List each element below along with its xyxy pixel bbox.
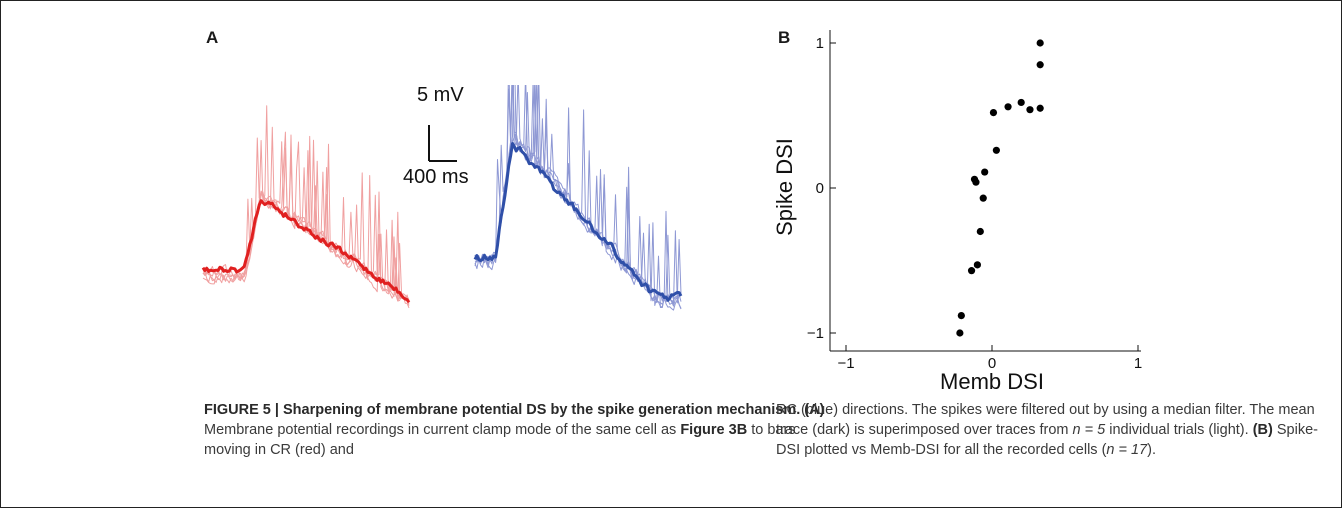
scatter-point xyxy=(976,227,984,236)
caption-text: Spike-DSI plotted vs Memb-DSI for all th… xyxy=(776,422,1318,458)
scatter-point xyxy=(972,178,980,186)
y-tick-label: 0 xyxy=(816,180,824,197)
rc-traces-group xyxy=(473,85,683,311)
cr-mean-trace xyxy=(201,199,411,304)
caption-left-column: FIGURE 5 | Sharpening of membrane potent… xyxy=(204,400,844,460)
scatter-point xyxy=(1036,39,1044,47)
caption-text: RC (blue) directions. The spikes were fi… xyxy=(776,402,1315,438)
caption-figure-ref: Figure 3B xyxy=(680,422,748,438)
caption-text: Membrane potential recordings in current… xyxy=(204,422,681,438)
caption-n-value: n = 5 xyxy=(1072,422,1106,438)
scatter-point xyxy=(1026,106,1034,114)
y-tick-label: −1 xyxy=(807,325,824,342)
scatter-point xyxy=(979,194,987,202)
x-tick-label: −1 xyxy=(837,355,854,372)
scatter-point xyxy=(956,329,964,337)
scatter-point xyxy=(967,267,976,275)
caption-text: individual trials (light). xyxy=(1105,422,1253,438)
cr-trial-trace xyxy=(202,131,410,309)
panel-b-label: B xyxy=(778,28,791,47)
x-tick-label: 0 xyxy=(988,355,996,372)
scale-bar-voltage-label: 5 mV xyxy=(417,85,464,106)
x-axis-title: Memb DSI xyxy=(940,369,1044,394)
scatter-point xyxy=(989,109,998,117)
caption-text: to bars moving in CR (red) and xyxy=(204,422,796,458)
scatter-point xyxy=(957,312,965,320)
scatter-point xyxy=(1036,104,1044,112)
dsi-scatter-plot: −1 −1 0 0 1 1 Memb DSI Spike DSI xyxy=(772,30,1142,394)
scatter-point xyxy=(1004,103,1012,111)
panel-a-label: A xyxy=(206,28,219,47)
axis-ticks: −1 −1 0 0 1 1 xyxy=(807,35,1142,372)
cr-traces-group xyxy=(201,105,411,309)
x-tick-label: 1 xyxy=(1134,355,1142,372)
caption-right-column: RC (blue) directions. The spikes were fi… xyxy=(776,400,1331,460)
membrane-traces-plot: 5 mV 400 ms xyxy=(201,85,683,311)
y-axis-title: Spike DSI xyxy=(772,138,797,236)
caption-panel-b-tag: (B) xyxy=(1252,422,1273,438)
scatter-point xyxy=(1036,61,1044,69)
rc-mean-trace xyxy=(473,142,683,302)
scatter-points xyxy=(956,39,1044,337)
caption-n-value: n = 17 xyxy=(1106,442,1148,458)
scatter-point xyxy=(1017,98,1025,107)
scale-bar-time-label: 400 ms xyxy=(403,166,469,188)
scatter-point xyxy=(973,261,981,269)
caption-text: ). xyxy=(1147,442,1156,458)
scale-bar: 5 mV 400 ms xyxy=(403,85,469,188)
scatter-point xyxy=(981,168,989,176)
caption-panel-a-tag: (A) xyxy=(804,402,825,418)
caption-title: FIGURE 5 | Sharpening of membrane potent… xyxy=(204,402,801,418)
scatter-point xyxy=(992,146,1000,154)
y-tick-label: 1 xyxy=(816,35,824,52)
